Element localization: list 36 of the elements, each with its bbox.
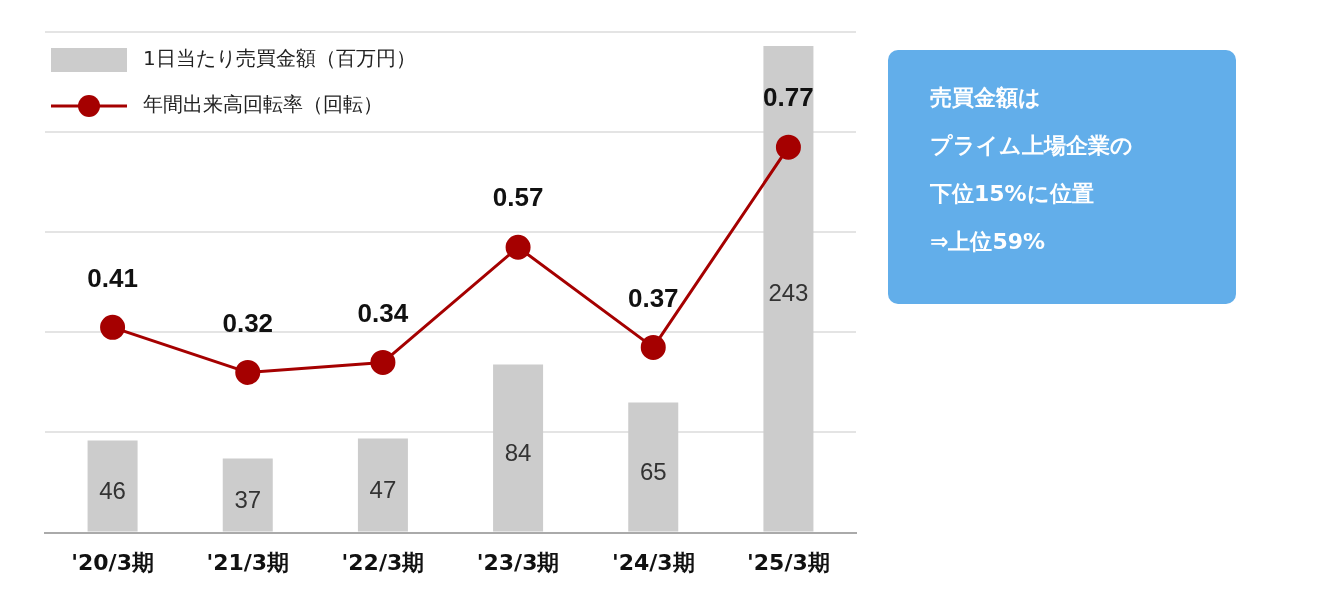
point [100, 314, 126, 340]
x-tick-label: '25/3期 [747, 549, 830, 575]
text: ⇒上位59% [930, 229, 1046, 254]
point [370, 349, 396, 375]
x-tick-label: '21/3期 [206, 549, 290, 575]
point [775, 134, 801, 160]
x-tick-label: '23/3期 [476, 549, 560, 575]
legend-label: 1日当たり売買金額（百万円） [143, 46, 416, 71]
data-label: 84 [504, 438, 532, 466]
data-label: 65 [639, 457, 667, 485]
legend-label: 年間出来高回転率（回転） [143, 92, 383, 117]
data-label: 0.77 [763, 82, 814, 113]
x-tick-label: '20/3期 [71, 549, 154, 575]
data-label: 0.37 [627, 282, 679, 313]
point [505, 234, 531, 260]
data-label: 243 [768, 279, 809, 307]
bar [87, 440, 138, 532]
data-label: 0.57 [492, 182, 544, 213]
bar [357, 438, 408, 532]
text: 売買金額は [930, 85, 1041, 110]
data-label: 46 [99, 476, 126, 504]
data-label: 0.41 [87, 262, 138, 293]
bar [763, 46, 814, 532]
bar [493, 364, 544, 532]
bar [628, 402, 679, 532]
data-label: 37 [234, 485, 262, 513]
text: 下位15%に位置 [930, 181, 1094, 206]
text: プライム上場企業の [930, 133, 1133, 158]
data-label: 47 [369, 475, 397, 503]
data-label: 0.34 [357, 297, 409, 328]
x-tick-label: '22/3期 [341, 549, 425, 575]
point [235, 359, 261, 385]
data-label: 0.32 [222, 307, 274, 338]
x-tick-label: '24/3期 [611, 549, 695, 575]
bar [222, 458, 273, 532]
point [640, 334, 666, 360]
